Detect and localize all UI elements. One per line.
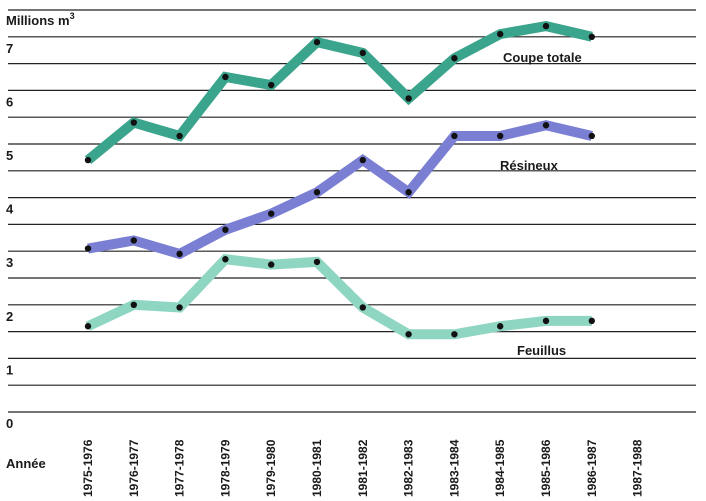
data-point <box>313 38 321 46</box>
x-tick-labels: 1975-1976 1976-1977 1977-1978 1978-1979 1979… <box>81 439 645 497</box>
x-tick-label: 1976-1977 <box>127 439 141 497</box>
data-point <box>497 132 504 140</box>
y-tick-label: 7 <box>6 41 13 56</box>
x-tick-label: 1986-1987 <box>585 439 599 497</box>
data-point <box>588 317 595 325</box>
data-point <box>405 189 412 196</box>
data-point <box>130 237 137 244</box>
data-point <box>451 331 458 338</box>
data-point <box>268 81 275 89</box>
x-tick-label: 1983-1984 <box>447 439 461 497</box>
series-line <box>85 253 592 340</box>
x-tick-label: 1985-1986 <box>539 439 553 497</box>
data-point <box>268 210 275 217</box>
data-point <box>313 258 321 266</box>
y-tick-label: 0 <box>6 416 13 431</box>
series-line <box>84 20 593 164</box>
series-label: Feuillus <box>517 343 566 358</box>
y-tick-label: 4 <box>6 202 14 217</box>
series-1: Coupe totale <box>84 20 595 164</box>
data-point <box>405 95 412 102</box>
gridlines <box>8 9 696 413</box>
y-axis-label: Millions m3 <box>6 11 75 28</box>
series-lines: Coupe totale Résineux Feuillus <box>84 20 595 358</box>
data-point <box>359 156 366 164</box>
series-label: Coupe totale <box>503 50 582 65</box>
x-tick-label: 1975-1976 <box>81 439 95 497</box>
x-tick-label: 1977-1978 <box>173 439 187 497</box>
data-point <box>176 250 183 258</box>
data-point <box>405 331 412 338</box>
data-point <box>84 156 92 164</box>
data-point <box>222 73 229 81</box>
data-point <box>222 256 229 263</box>
y-tick-label: 6 <box>6 94 13 109</box>
data-point <box>222 226 229 233</box>
x-tick-label: 1978-1979 <box>218 439 232 497</box>
data-point <box>542 317 550 325</box>
data-point <box>588 33 595 40</box>
data-point <box>451 132 458 140</box>
data-point <box>497 323 504 330</box>
x-tick-label: 1980-1981 <box>310 439 324 497</box>
x-tick-label: 1981-1982 <box>356 439 370 497</box>
data-point <box>451 55 458 62</box>
data-point <box>84 245 92 252</box>
data-point <box>313 189 321 196</box>
y-tick-label: 3 <box>6 255 13 270</box>
data-point <box>130 119 137 126</box>
data-point <box>268 261 275 268</box>
x-tick-label: 1987-1988 <box>631 439 645 497</box>
series-line <box>87 120 593 260</box>
y-tick-labels: 0 1 2 3 4 5 6 7 <box>6 41 14 431</box>
data-point <box>84 323 92 330</box>
x-tick-label: 1979-1980 <box>264 439 278 497</box>
series-3: Feuillus <box>84 253 595 358</box>
series-label: Résineux <box>500 158 559 173</box>
data-point <box>359 304 366 311</box>
data-point <box>497 30 504 38</box>
x-axis-label: Année <box>6 456 46 471</box>
data-point <box>130 301 137 308</box>
y-tick-label: 1 <box>6 362 13 377</box>
y-tick-label: 2 <box>6 309 13 324</box>
x-tick-label: 1984-1985 <box>493 439 507 497</box>
data-point <box>176 304 183 311</box>
data-point <box>542 122 550 129</box>
series-2: Résineux <box>84 120 595 260</box>
data-point <box>542 22 550 30</box>
x-tick-label: 1982-1983 <box>402 439 416 497</box>
data-point <box>588 132 595 140</box>
data-point <box>176 132 183 140</box>
y-tick-label: 5 <box>6 148 13 163</box>
data-point <box>359 49 366 57</box>
